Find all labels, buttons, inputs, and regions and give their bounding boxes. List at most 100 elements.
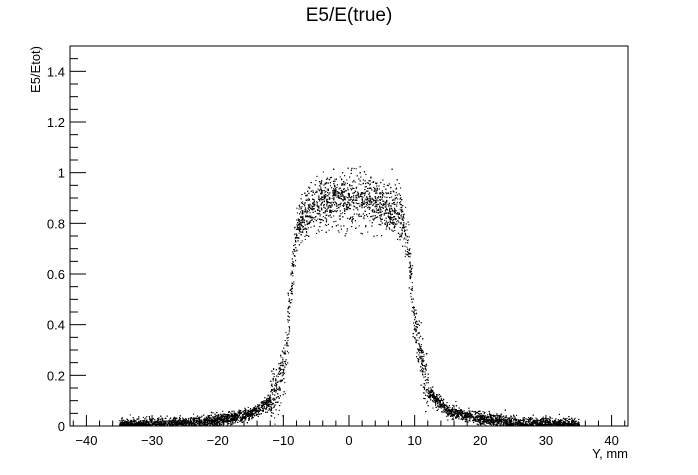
data-point bbox=[310, 222, 311, 223]
data-point bbox=[293, 281, 294, 282]
data-point bbox=[288, 352, 289, 353]
data-point bbox=[278, 373, 279, 374]
data-point bbox=[212, 416, 213, 417]
data-point bbox=[414, 309, 415, 310]
data-point bbox=[330, 185, 331, 186]
data-point bbox=[543, 417, 544, 418]
data-point bbox=[434, 400, 435, 401]
data-point bbox=[574, 419, 575, 420]
data-point bbox=[268, 410, 269, 411]
data-point bbox=[342, 205, 343, 206]
data-point bbox=[416, 341, 417, 342]
data-point bbox=[415, 323, 416, 324]
data-point bbox=[425, 376, 426, 377]
data-point bbox=[421, 371, 422, 372]
data-point bbox=[440, 403, 441, 404]
data-point bbox=[300, 242, 301, 243]
data-point bbox=[319, 231, 320, 232]
data-point bbox=[386, 205, 387, 206]
data-point bbox=[188, 418, 189, 419]
data-point bbox=[470, 413, 471, 414]
data-point bbox=[401, 207, 402, 208]
data-point bbox=[369, 220, 370, 221]
data-point bbox=[412, 286, 413, 287]
data-point bbox=[386, 209, 387, 210]
data-point bbox=[340, 194, 341, 195]
data-point bbox=[396, 223, 397, 224]
data-point bbox=[380, 203, 381, 204]
data-point bbox=[304, 205, 305, 206]
data-point bbox=[333, 215, 334, 216]
data-point bbox=[374, 200, 375, 201]
data-point bbox=[353, 188, 354, 189]
data-point bbox=[270, 406, 271, 407]
data-point bbox=[412, 282, 413, 283]
data-point bbox=[412, 307, 413, 308]
data-point bbox=[375, 204, 376, 205]
data-point bbox=[395, 204, 396, 205]
data-point bbox=[468, 422, 469, 423]
data-point bbox=[289, 331, 290, 332]
data-point bbox=[319, 190, 320, 191]
data-point bbox=[400, 207, 401, 208]
data-point bbox=[417, 340, 418, 341]
data-point bbox=[426, 382, 427, 383]
data-point bbox=[305, 239, 306, 240]
data-point bbox=[325, 224, 326, 225]
data-point bbox=[300, 212, 301, 213]
data-point bbox=[397, 198, 398, 199]
data-point bbox=[368, 180, 369, 181]
data-point bbox=[321, 230, 322, 231]
data-point bbox=[248, 407, 249, 408]
data-point bbox=[336, 187, 337, 188]
data-point bbox=[491, 424, 492, 425]
data-point bbox=[323, 197, 324, 198]
data-point bbox=[317, 219, 318, 220]
data-point bbox=[285, 340, 286, 341]
data-point bbox=[468, 410, 469, 411]
data-point bbox=[426, 370, 427, 371]
data-point bbox=[475, 414, 476, 415]
data-point bbox=[340, 198, 341, 199]
data-point bbox=[371, 216, 372, 217]
data-point bbox=[367, 207, 368, 208]
data-point bbox=[397, 220, 398, 221]
data-point bbox=[400, 236, 401, 237]
data-point bbox=[278, 374, 279, 375]
data-point bbox=[288, 322, 289, 323]
data-point bbox=[379, 186, 380, 187]
data-point bbox=[527, 419, 528, 420]
data-point bbox=[278, 381, 279, 382]
data-point bbox=[424, 393, 425, 394]
data-point bbox=[197, 415, 198, 416]
data-point bbox=[386, 221, 387, 222]
data-point bbox=[499, 424, 500, 425]
data-point bbox=[359, 225, 360, 226]
data-point bbox=[332, 198, 333, 199]
data-point bbox=[354, 168, 355, 169]
data-point bbox=[449, 407, 450, 408]
data-point bbox=[452, 405, 453, 406]
data-point bbox=[288, 345, 289, 346]
data-point bbox=[396, 192, 397, 193]
data-point bbox=[364, 215, 365, 216]
data-point bbox=[130, 414, 131, 415]
data-point bbox=[391, 219, 392, 220]
data-point bbox=[410, 264, 411, 265]
data-point bbox=[400, 227, 401, 228]
data-point bbox=[406, 239, 407, 240]
data-point bbox=[293, 262, 294, 263]
data-point bbox=[367, 232, 368, 233]
data-point bbox=[485, 425, 486, 426]
data-point bbox=[288, 316, 289, 317]
data-point bbox=[566, 418, 567, 419]
data-point bbox=[329, 230, 330, 231]
data-point bbox=[210, 417, 211, 418]
data-point bbox=[285, 393, 286, 394]
data-point bbox=[365, 226, 366, 227]
data-point bbox=[287, 340, 288, 341]
data-point bbox=[365, 199, 366, 200]
data-point bbox=[370, 202, 371, 203]
data-point bbox=[396, 221, 397, 222]
data-point bbox=[419, 346, 420, 347]
